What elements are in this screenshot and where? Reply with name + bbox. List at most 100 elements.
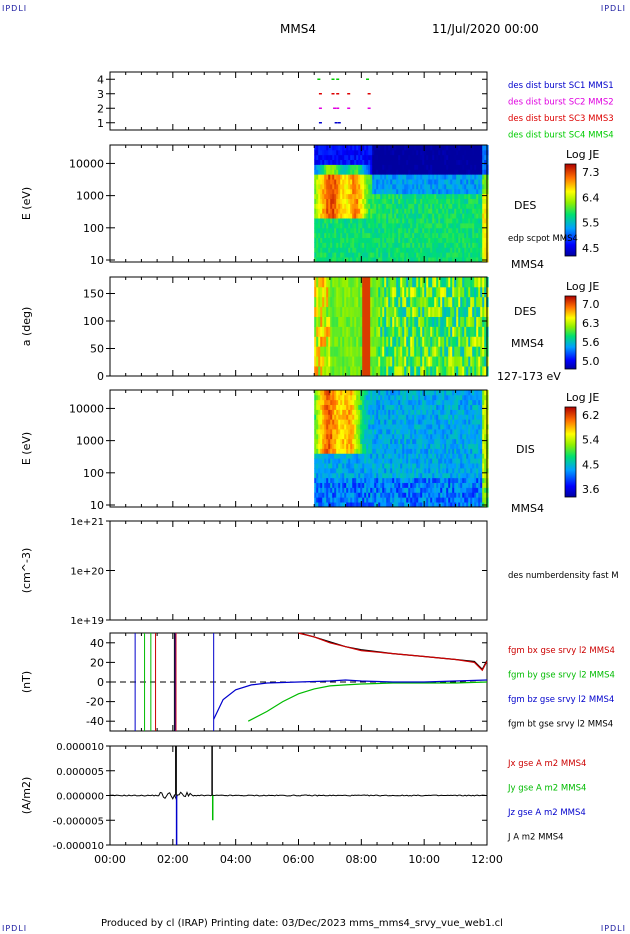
heatmap-cell (350, 433, 353, 440)
heatmap-cell (326, 145, 329, 151)
heatmap-cell (474, 366, 477, 377)
heatmap-cell (454, 252, 457, 258)
heatmap-cell (454, 404, 457, 410)
heatmap-cell (394, 433, 397, 440)
heatmap-cell (320, 438, 323, 445)
heatmap-cell (388, 252, 391, 258)
heatmap-cell (408, 252, 411, 258)
heatmap-cell (336, 223, 339, 229)
heatmap-cell (426, 399, 429, 406)
heatmap-cell (458, 472, 461, 479)
heatmap-cell (406, 409, 409, 415)
y-axis-label: a (deg) (20, 307, 33, 347)
heatmap-cell (364, 492, 367, 498)
heatmap-cell (332, 404, 335, 410)
heatmap-cell (332, 316, 335, 327)
heatmap-cell (348, 453, 351, 459)
heatmap-cell (462, 179, 465, 185)
heatmap-cell (418, 356, 421, 367)
heatmap-cell (348, 409, 351, 415)
heatmap-cell (330, 247, 333, 253)
heatmap-cell (338, 443, 341, 449)
heatmap-cell (446, 174, 449, 180)
heatmap-cell (470, 174, 473, 180)
heatmap-cell (384, 252, 387, 258)
heatmap-cell (484, 169, 487, 175)
heatmap-cell (390, 394, 393, 401)
heatmap-cell (458, 174, 461, 180)
heatmap-cell (362, 316, 365, 327)
heatmap-cell (472, 336, 475, 347)
heatmap-cell (444, 497, 447, 503)
heatmap-cell (402, 326, 405, 337)
heatmap-cell (372, 242, 375, 248)
heatmap-cell (442, 184, 445, 190)
heatmap-cell (354, 227, 357, 234)
heatmap-cell (456, 346, 459, 357)
heatmap-cell (414, 184, 417, 190)
heatmap-cell (344, 399, 347, 406)
heatmap-cell (322, 218, 325, 224)
heatmap-cell (372, 257, 375, 263)
heatmap-cell (318, 394, 321, 401)
heatmap-cell (334, 472, 337, 479)
heatmap-cell (358, 247, 361, 253)
heatmap-cell (372, 346, 375, 357)
heatmap-cell (424, 390, 427, 396)
heatmap-cell (390, 286, 393, 298)
heatmap-cell (480, 208, 483, 214)
heatmap-cell (376, 169, 379, 175)
heatmap-cell (442, 316, 445, 327)
heatmap-cell (398, 237, 401, 243)
heatmap-cell (370, 458, 373, 464)
heatmap-cell (422, 247, 425, 253)
heatmap-cell (462, 477, 465, 484)
heatmap-cell (424, 223, 427, 229)
heatmap-cell (394, 414, 397, 420)
heatmap-cell (390, 169, 393, 175)
heatmap-cell (428, 502, 431, 508)
heatmap-cell (368, 208, 371, 214)
heatmap-cell (476, 188, 479, 195)
heatmap-cell (412, 203, 415, 209)
heatmap-cell (358, 492, 361, 498)
heatmap-cell (364, 227, 367, 234)
heatmap-cell (338, 429, 341, 435)
heatmap-cell (316, 482, 319, 488)
heatmap-cell (434, 414, 437, 420)
heatmap-cell (400, 404, 403, 410)
corner-label-top-right: IPDLI (600, 4, 626, 13)
heatmap-cell (398, 414, 401, 420)
heatmap-cell (376, 468, 379, 474)
heatmap-cell (334, 497, 337, 503)
heatmap-cell (318, 164, 321, 170)
heatmap-cell (326, 429, 329, 435)
heatmap-cell (362, 366, 365, 377)
heatmap-cell (392, 468, 395, 474)
heatmap-cell (356, 252, 359, 258)
heatmap-cell (450, 453, 453, 459)
heatmap-cell (382, 286, 385, 298)
heatmap-cell (332, 227, 335, 234)
heatmap-cell (360, 429, 363, 435)
heatmap-cell (366, 306, 369, 317)
heatmap-cell (386, 237, 389, 243)
heatmap-cell (330, 145, 333, 151)
heatmap-cell (432, 237, 435, 243)
heatmap-cell (412, 424, 415, 430)
heatmap-cell (420, 198, 423, 204)
heatmap-cell (350, 203, 353, 209)
heatmap-cell (416, 179, 419, 185)
heatmap-cell (370, 429, 373, 435)
heatmap-cell (392, 179, 395, 185)
heatmap-cell (456, 429, 459, 435)
heatmap-cell (404, 424, 407, 430)
heatmap-cell (318, 409, 321, 415)
heatmap-cell (418, 316, 421, 327)
heatmap-cell (388, 482, 391, 488)
heatmap-cell (444, 184, 447, 190)
heatmap-cell (376, 174, 379, 180)
heatmap-cell (422, 188, 425, 195)
heatmap-cell (444, 277, 447, 288)
heatmap-cell (454, 316, 457, 327)
